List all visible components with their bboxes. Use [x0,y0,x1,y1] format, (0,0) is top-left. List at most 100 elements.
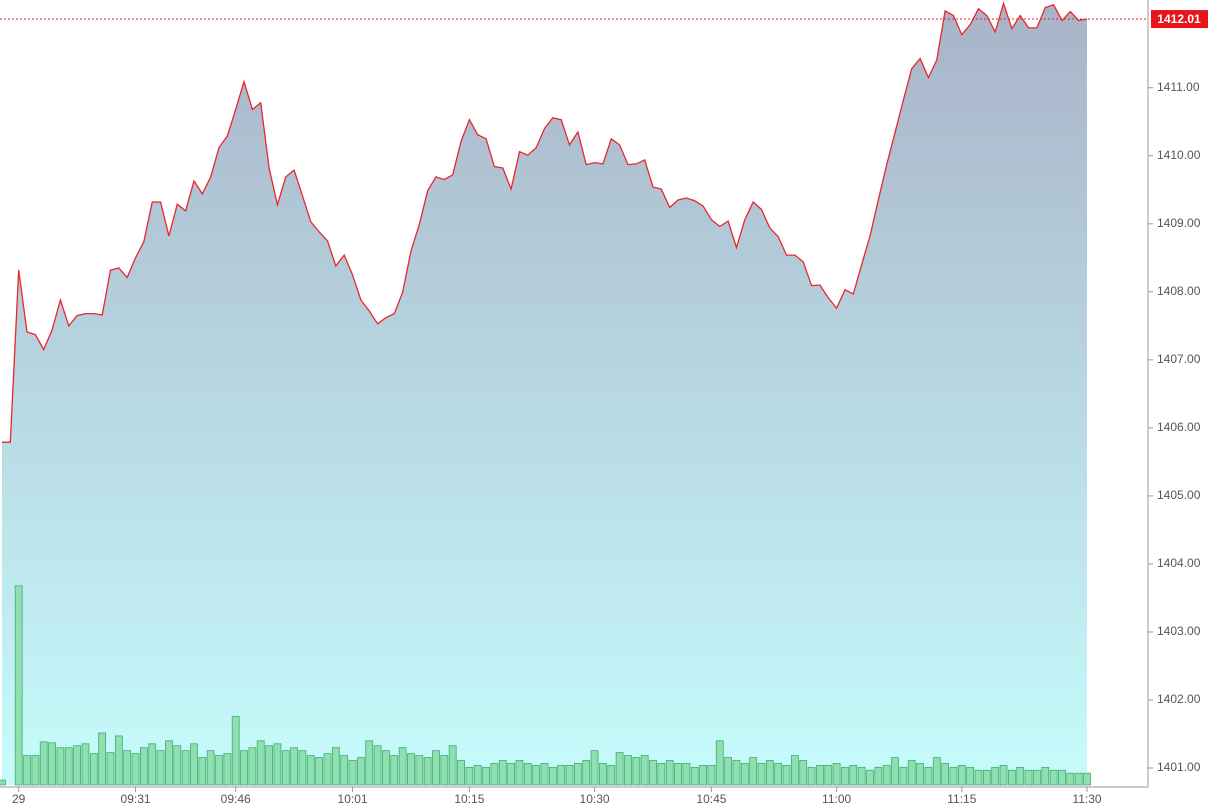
volume-bar [415,755,424,786]
volume-bar [715,740,724,786]
volume-bar [473,764,482,786]
volume-bar [590,750,599,786]
volume-bar [532,764,541,786]
volume-bar [98,732,107,786]
volume-bar [932,757,941,786]
volume-bar [991,766,1000,786]
volume-bar [382,750,390,786]
volume-bar [465,766,474,786]
volume-bar [1066,772,1075,786]
volume-bar [1058,769,1066,786]
y-tick-label: 1402.00 [1157,692,1201,706]
volume-bar [699,764,707,786]
volume-bar [515,760,524,786]
x-tick-label: 10:01 [338,792,368,806]
volume-bar [682,763,691,786]
volume-bar [891,757,899,786]
volume-bar [306,755,315,786]
volume-bar [1083,772,1091,786]
volume-bar [874,766,883,786]
x-tick-label: 29 [12,792,26,806]
volume-bar [423,757,432,786]
y-tick-label: 1407.00 [1157,352,1201,366]
volume-bar [148,743,157,786]
volume-bar [139,747,148,786]
volume-bar [624,755,632,786]
volume-bar [749,757,758,786]
volume-bar [1033,769,1041,786]
volume-bar [440,755,449,786]
volume-bar [740,763,749,786]
volume-bar [290,747,299,786]
x-tick-label: 09:46 [221,792,251,806]
volume-bar [857,766,866,786]
price-line [2,1,1088,443]
volume-bar [198,757,207,786]
volume-bar [1049,769,1058,786]
volume-bar [573,763,582,786]
x-tick-label: 09:31 [121,792,151,806]
volume-bar [482,766,490,786]
y-tick-label: 1404.00 [1157,556,1201,570]
y-tick-label: 1408.00 [1157,284,1201,298]
volume-bar [724,757,733,786]
volume-bar [457,760,465,786]
volume-bar [248,747,257,786]
volume-bar [941,763,950,786]
volume-bar [690,766,699,786]
volume-bar [348,760,357,786]
volume-bar [256,740,265,786]
volume-bar [649,760,657,786]
volume-bar [340,755,349,786]
volume-bar [615,752,624,786]
volume-bar [39,741,48,786]
y-tick-label: 1401.00 [1157,760,1201,774]
volume-bar [365,740,374,786]
volume-bar [356,757,365,786]
volume-bar [732,760,741,786]
volume-bar [816,764,824,786]
volume-bar [81,743,90,786]
area-fill [2,3,1087,785]
volume-bar [206,750,215,786]
volume-bar [657,763,666,786]
volume-bar [315,757,324,786]
x-tick-label: 10:30 [580,792,610,806]
volume-bar [1007,769,1016,786]
volume-bar [966,766,975,786]
volume-bar [106,752,115,786]
volume-bar [398,747,407,786]
y-tick-label: 1409.00 [1157,216,1201,230]
volume-bar [14,585,23,786]
volume-bar [707,764,716,786]
volume-bar [31,755,40,786]
x-tick-label: 10:15 [454,792,484,806]
volume-bar [165,740,173,786]
volume-bar [181,750,190,786]
volume-bar [1016,766,1025,786]
volume-bar [841,766,849,786]
volume-bar [173,745,182,786]
volume-bar [824,764,833,786]
volume-bar [498,760,507,786]
x-tick-label: 11:30 [1072,792,1101,806]
volume-bar [89,753,98,786]
last-price-label: 1412.01 [1157,12,1201,26]
volume-bar [23,755,31,786]
volume-bar [757,763,766,786]
volume-bar [407,753,415,786]
volume-bar [114,735,123,786]
volume-bar [231,715,240,786]
volume-bar [448,745,457,786]
volume-bar [123,750,132,786]
volume-bar [949,766,958,786]
volume-bar [131,753,140,786]
volume-bar [73,745,82,786]
volume-bar [665,760,674,786]
volume-bar [916,763,924,786]
volume-bar [957,764,966,786]
volume-bar [1024,769,1033,786]
last-price-tag [1151,10,1208,29]
volume-bar [265,745,273,786]
y-tick-label: 1405.00 [1157,488,1201,502]
